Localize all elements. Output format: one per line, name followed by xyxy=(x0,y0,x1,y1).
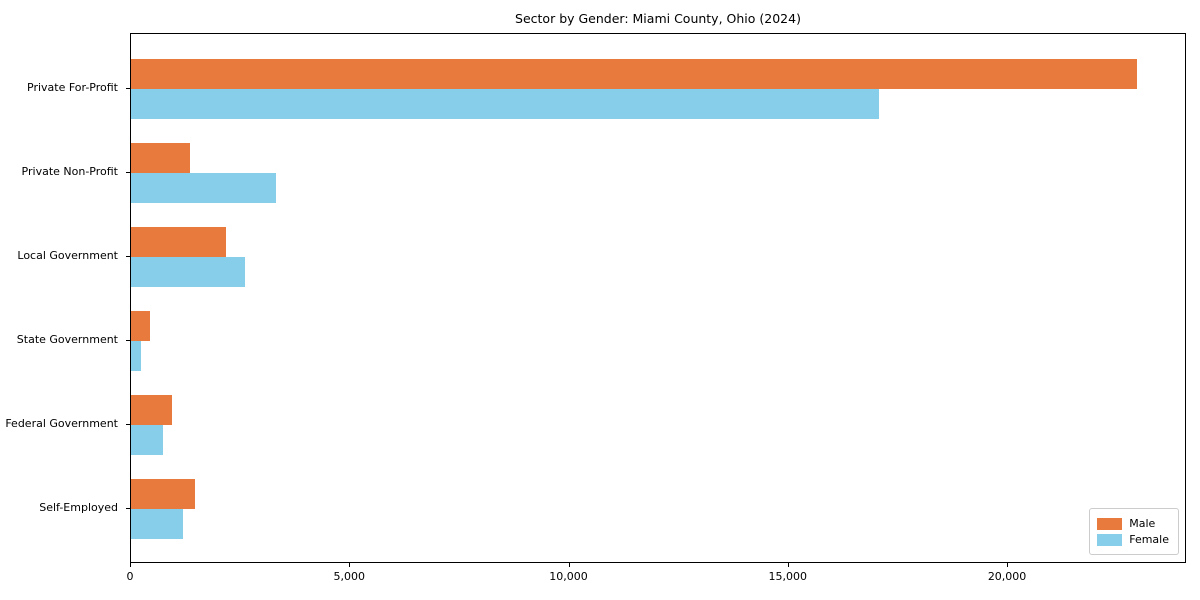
legend-label-female: Female xyxy=(1129,533,1169,546)
y-tick-0 xyxy=(126,88,130,90)
bar-female-2 xyxy=(131,257,245,287)
x-tick-0 xyxy=(130,563,132,567)
legend-item-female: Female xyxy=(1097,533,1169,546)
x-tick-1 xyxy=(349,563,351,567)
x-tick-label-3: 15,000 xyxy=(768,570,808,583)
bar-male-4 xyxy=(131,395,172,425)
y-axis-label-5: Self-Employed xyxy=(39,501,118,514)
legend-swatch-female xyxy=(1097,533,1123,546)
bar-female-0 xyxy=(131,89,880,119)
legend-label-male: Male xyxy=(1129,517,1156,530)
bar-male-3 xyxy=(131,311,150,341)
x-tick-2 xyxy=(568,563,570,567)
bar-male-2 xyxy=(131,227,227,257)
x-tick-label-2: 10,000 xyxy=(549,570,588,583)
x-tick-4 xyxy=(1007,563,1009,567)
legend: Male Female xyxy=(1089,508,1179,555)
bar-female-3 xyxy=(131,341,142,371)
x-tick-label-0: 0 xyxy=(126,570,134,583)
y-tick-1 xyxy=(126,172,130,174)
plot-area: Male Female xyxy=(130,33,1186,563)
y-axis-label-1: Private Non-Profit xyxy=(21,165,118,178)
x-tick-label-4: 20,000 xyxy=(987,570,1027,583)
bar-male-5 xyxy=(131,479,195,509)
y-axis-label-4: Federal Government xyxy=(5,417,118,430)
y-axis-label-0: Private For-Profit xyxy=(27,81,118,94)
bar-male-0 xyxy=(131,59,1137,89)
bar-female-5 xyxy=(131,509,184,539)
bar-male-1 xyxy=(131,143,190,173)
legend-items: Male Female xyxy=(1097,517,1169,546)
x-tick-label-1: 5,000 xyxy=(333,570,366,583)
y-tick-3 xyxy=(126,340,130,342)
legend-item-male: Male xyxy=(1097,517,1169,530)
bar-female-1 xyxy=(131,173,277,203)
chart-title: Sector by Gender: Miami County, Ohio (20… xyxy=(515,11,801,26)
y-tick-5 xyxy=(126,508,130,510)
legend-swatch-male xyxy=(1097,517,1123,530)
bar-female-4 xyxy=(131,425,163,455)
x-tick-3 xyxy=(787,563,789,567)
y-axis-label-3: State Government xyxy=(16,333,118,346)
y-axis-label-2: Local Government xyxy=(17,249,118,262)
y-tick-4 xyxy=(126,424,130,426)
y-tick-2 xyxy=(126,256,130,258)
